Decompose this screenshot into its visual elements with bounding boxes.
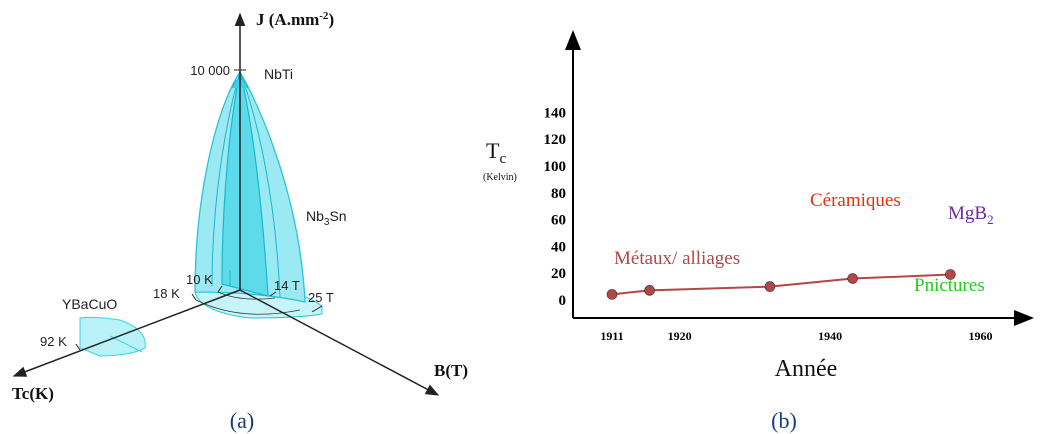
nbti-label: NbTi [264, 66, 293, 82]
label-18k: 18 K [153, 286, 180, 301]
x-tick-label: 1920 [668, 329, 692, 343]
tick-10k [217, 285, 223, 293]
data-point-metals [945, 269, 956, 280]
nbti-dome [221, 71, 269, 297]
label-25t: 25 T [308, 290, 334, 305]
x-tick-label: 1940 [818, 329, 842, 343]
caption-b: (b) [771, 408, 797, 433]
y-tick-label: 40 [551, 239, 566, 255]
y-tick-label: 80 [551, 186, 566, 202]
ybco-surface-edge [109, 335, 143, 353]
series-line-metals [611, 273, 951, 296]
data-point-metals [644, 285, 655, 296]
tick-18k [191, 293, 197, 301]
y-tick-label: 20 [551, 266, 566, 282]
y-tick-label: 0 [559, 293, 567, 309]
tick-14t [269, 291, 277, 297]
y-tick-label: 140 [544, 105, 567, 121]
label-ceramics: Céramiques [810, 190, 901, 211]
b-axis [239, 289, 440, 396]
tc-axis-label: Tc(K) [12, 384, 54, 403]
ybco-label: YBaCuO [62, 296, 117, 312]
caption-a: (a) [230, 408, 254, 433]
tick-25t [311, 305, 323, 313]
y-tick-labels: 0 20 40 60 80 100 120 140 [544, 105, 567, 309]
b-axis-label: B(T) [434, 361, 468, 380]
y-tick-label: 120 [544, 132, 567, 148]
tc-axis [12, 289, 241, 377]
x-tick-label: 1960 [968, 329, 992, 343]
dome-contour-2 [239, 71, 281, 299]
y-tick-label: 60 [551, 213, 566, 229]
j-axis-label: J (A.mm-2) [256, 10, 334, 29]
data-point-metals [764, 281, 776, 292]
label-14t: 14 T [274, 278, 300, 293]
data-point-metals [606, 289, 618, 300]
label-mgb2: MgB2 [948, 203, 994, 227]
label-92k: 92 K [40, 334, 67, 349]
data-point-metals [847, 273, 858, 284]
tick-92k [75, 343, 81, 351]
label-metals: Métaux/ alliages [614, 248, 740, 269]
x-tick-label: 1911 [600, 329, 623, 343]
y-axis-unit: (Kelvin) [483, 172, 517, 183]
data-series [606, 269, 956, 300]
label-10k: 10 K [186, 272, 213, 287]
y-tick-label: 100 [544, 159, 567, 175]
x-axis-label: Année [775, 356, 838, 382]
base-arc-18k [195, 299, 301, 315]
dome-contour-1 [211, 71, 241, 287]
nb3sn-label: Nb3Sn [306, 208, 347, 228]
y-axis-label: Tc [486, 138, 506, 167]
x-tick-labels: 191119201940196019802000 [600, 329, 992, 343]
label-pnictides: Pnictures [914, 275, 985, 296]
panel-a-superconductor-surface: J (A.mm-2) 10 000 NbTi Nb3Sn YBaCuO 10 K… [12, 10, 468, 433]
ybco-surface [79, 316, 146, 357]
base-arc-10k [217, 291, 276, 300]
j-tick-label: 10 000 [190, 63, 230, 78]
